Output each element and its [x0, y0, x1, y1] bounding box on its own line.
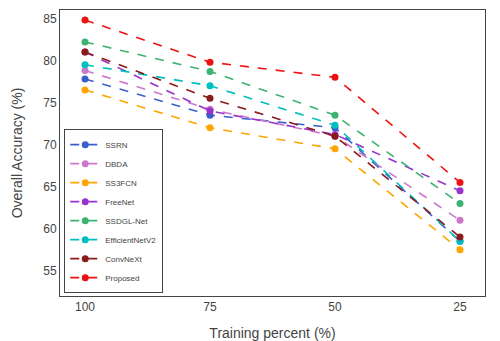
- svg-text:80: 80: [43, 54, 57, 68]
- svg-text:100: 100: [75, 300, 95, 314]
- svg-text:SS3FCN: SS3FCN: [105, 179, 137, 188]
- svg-text:EfficientNetV2: EfficientNetV2: [105, 236, 156, 245]
- svg-text:85: 85: [43, 12, 57, 26]
- svg-text:75: 75: [203, 300, 217, 314]
- svg-text:SSDGL-Net: SSDGL-Net: [105, 217, 148, 226]
- svg-text:70: 70: [43, 138, 57, 152]
- svg-text:50: 50: [328, 300, 342, 314]
- svg-text:25: 25: [453, 300, 467, 314]
- svg-text:75: 75: [43, 96, 57, 110]
- svg-text:ConvNeXt: ConvNeXt: [105, 255, 142, 264]
- svg-text:FreeNet: FreeNet: [105, 198, 135, 207]
- svg-text:DBDA: DBDA: [105, 160, 128, 169]
- svg-text:60: 60: [43, 222, 57, 236]
- svg-text:Overall Accuracy (%): Overall Accuracy (%): [9, 88, 25, 219]
- svg-text:55: 55: [43, 264, 57, 278]
- svg-text:Training percent (%): Training percent (%): [209, 325, 335, 341]
- svg-text:SSRN: SSRN: [105, 141, 127, 150]
- svg-text:65: 65: [43, 180, 57, 194]
- svg-text:Proposed: Proposed: [105, 274, 139, 283]
